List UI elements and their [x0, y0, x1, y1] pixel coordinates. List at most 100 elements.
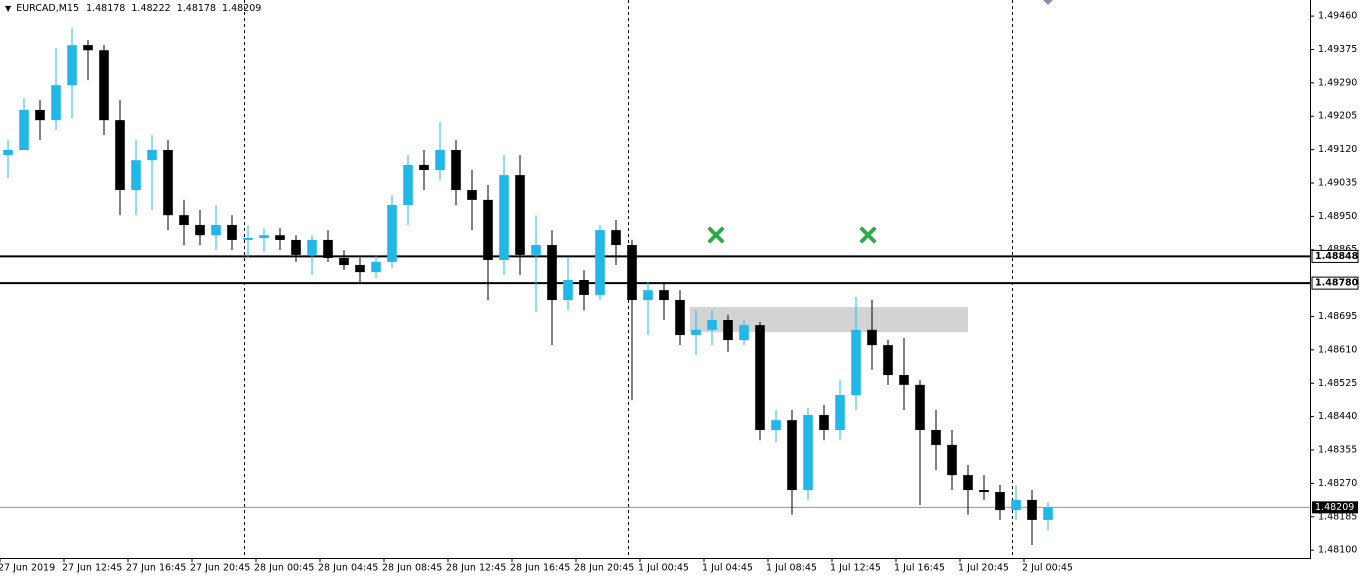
candles-layer [3, 28, 1053, 546]
x-tick-label: 28 Jun 08:45 [382, 563, 442, 574]
x-tick-label: 28 Jun 16:45 [510, 563, 570, 574]
candle-body [163, 150, 173, 216]
current-price-label: 1.48209 [1315, 502, 1354, 513]
candle-body [115, 120, 125, 191]
header-open: 1.48178 [86, 3, 125, 14]
x-tick-label: 27 Jun 12:45 [62, 563, 122, 574]
candle-body [787, 420, 797, 491]
candle-body [259, 235, 269, 238]
candle-body [83, 45, 93, 51]
candle-body [1027, 499, 1037, 520]
candle-body [435, 150, 445, 171]
y-tick-label: 1.49290 [1318, 77, 1357, 88]
y-tick-label: 1.48610 [1318, 344, 1357, 355]
level-label: 1.48848 [1315, 251, 1359, 262]
header-close: 1.48209 [222, 3, 261, 14]
candle-body [515, 175, 525, 255]
candle-body [675, 300, 685, 335]
x-tick-label: 1 Jul 08:45 [766, 563, 817, 574]
levels-layer [0, 255, 1310, 508]
x-tick-label: 28 Jun 04:45 [318, 563, 378, 574]
candle-body [35, 109, 45, 121]
candle-body [179, 215, 189, 226]
level-label-box [1311, 249, 1359, 263]
y-tick-label: 1.49460 [1318, 11, 1357, 22]
candle-body [307, 239, 317, 255]
candle-body [483, 199, 493, 260]
candle-body [835, 395, 845, 430]
x-tick-label: 27 Jun 20:45 [190, 563, 250, 574]
candle-body [131, 160, 141, 191]
candle-body [723, 320, 733, 341]
candle-body [339, 257, 349, 266]
candle-body [291, 239, 301, 255]
candle-body [1011, 499, 1021, 511]
candle-body [755, 325, 765, 430]
candle-body [99, 50, 109, 121]
candle-body [627, 245, 637, 301]
symbol: EURCAD,M15 [16, 3, 79, 14]
cross-markers [708, 227, 876, 243]
x-tick-label: 1 Jul 04:45 [702, 563, 753, 574]
x-tick-label: 1 Jul 12:45 [830, 563, 881, 574]
candle-body [451, 150, 461, 191]
y-tick-label: 1.49205 [1318, 111, 1357, 122]
y-tick-label: 1.49035 [1318, 177, 1357, 188]
candle-body [851, 329, 861, 396]
candle-body [275, 235, 285, 240]
x-tick-label: 27 Jun 16:45 [126, 563, 186, 574]
labels-layer: 1.48848 1.48780 1.48209 [1311, 249, 1359, 514]
candle-body [67, 45, 77, 86]
candle-body [195, 225, 205, 236]
candle-body [995, 492, 1005, 511]
candle-body [579, 279, 589, 295]
candle-body [947, 444, 957, 476]
y-tick-label: 1.49120 [1318, 144, 1357, 155]
cross-marker [860, 227, 876, 243]
x-tick-label: 28 Jun 00:45 [254, 563, 314, 574]
candle-body [499, 175, 509, 260]
cross-marker [708, 227, 724, 243]
candle-body [51, 85, 61, 121]
y-tick-label: 1.48185 [1318, 511, 1357, 522]
candle-body [931, 429, 941, 445]
candle-body [403, 164, 413, 205]
x-tick-label: 1 Jul 20:45 [958, 563, 1009, 574]
candle-body [819, 415, 829, 430]
candle-body [211, 225, 221, 236]
candle-body [3, 150, 13, 156]
candle-body [1043, 507, 1053, 520]
x-tick-label: 1 Jul 00:45 [638, 563, 689, 574]
header-low: 1.48178 [177, 3, 216, 14]
candle-body [691, 329, 701, 335]
y-tick-label: 1.49375 [1318, 44, 1357, 55]
candle-body [659, 290, 669, 301]
candle-body [803, 415, 813, 491]
x-tick-label: 28 Jun 20:45 [574, 563, 634, 574]
candle-body [323, 239, 333, 258]
candle-body [707, 320, 717, 330]
candle-body [355, 265, 365, 273]
candle-body [227, 225, 237, 240]
y-tick-label: 1.48695 [1318, 311, 1357, 322]
candle-body [595, 230, 605, 295]
arrow-marker [1043, 0, 1053, 5]
header-high: 1.48222 [131, 3, 170, 14]
zone-layer [690, 307, 968, 333]
y-tick-label: 1.48950 [1318, 211, 1357, 222]
candle-body [467, 190, 477, 200]
candle-body [419, 164, 429, 171]
candle-body [979, 490, 989, 493]
candle-body [531, 245, 541, 255]
x-tick-label: 28 Jun 12:45 [446, 563, 506, 574]
x-tick-label: 27 Jun 2019 [0, 563, 55, 574]
candle-body [915, 384, 925, 430]
axes-layer: 1.49460 1.49375 1.49290 1.49205 1.49120 1.490… [0, 11, 1357, 574]
y-tick-label: 1.48440 [1318, 411, 1357, 422]
y-tick-label: 1.48100 [1318, 545, 1357, 556]
candle-body [611, 230, 621, 246]
candle-body [243, 237, 253, 240]
y-tick-label: 1.48865 [1318, 244, 1357, 255]
